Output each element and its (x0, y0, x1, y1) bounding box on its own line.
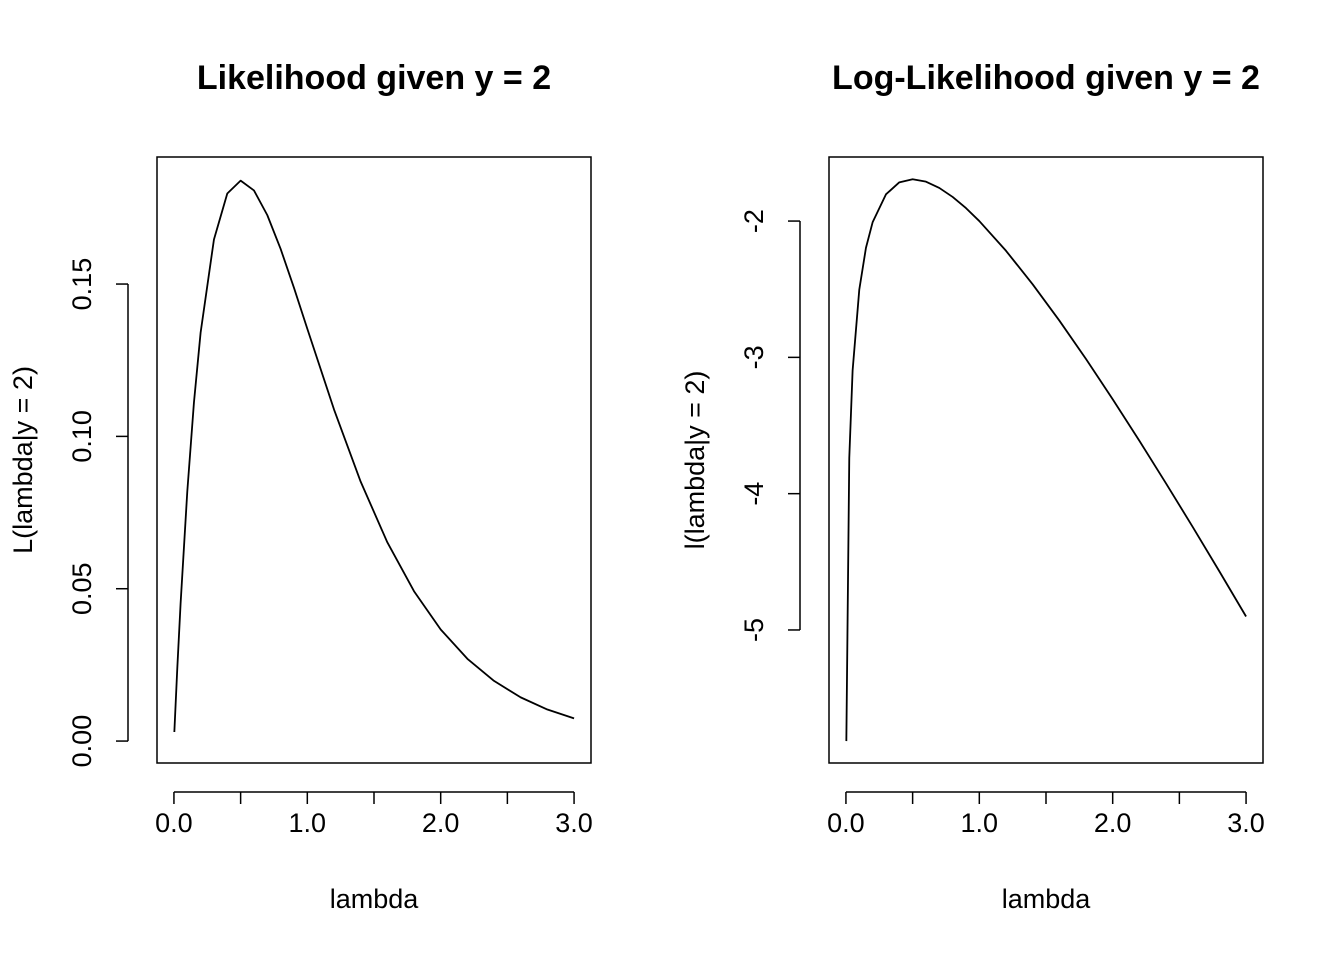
x-axis-label: lambda (330, 884, 420, 914)
plot: Likelihood given y = 2 lambda L(lambda|y =… (8, 59, 593, 914)
data-line (173, 179, 575, 733)
y-tick-label: 0.15 (67, 258, 97, 311)
y-tick-label: 0.00 (67, 715, 97, 768)
y-tick-label: -2 (739, 209, 769, 233)
x-tick-label: 0.0 (155, 808, 193, 838)
plot: Log-Likelihood given y = 2 lambda l(lambda… (680, 59, 1265, 914)
plot-frame (828, 156, 1264, 764)
y-axis-label: L(lambda|y = 2) (8, 366, 38, 554)
x-tick-label: 1.0 (961, 808, 999, 838)
y-tick-label: 0.05 (67, 562, 97, 615)
plot-title: Likelihood given y = 2 (197, 59, 551, 97)
y-tick-label: -3 (739, 345, 769, 369)
x-tick-label: 1.0 (289, 808, 327, 838)
y-axis-label: l(lambda|y = 2) (680, 371, 710, 550)
y-tick-label: 0.10 (67, 410, 97, 463)
x-tick-label: 2.0 (1094, 808, 1132, 838)
x-tick-label: 3.0 (555, 808, 593, 838)
y-tick-label: -5 (739, 618, 769, 642)
data-line (845, 178, 1247, 742)
plot-title: Log-Likelihood given y = 2 (832, 59, 1260, 97)
x-tick-label: 0.0 (827, 808, 865, 838)
x-axis-label: lambda (1002, 884, 1092, 914)
x-tick-label: 3.0 (1227, 808, 1265, 838)
x-tick-label: 2.0 (422, 808, 460, 838)
y-tick-label: -4 (739, 482, 769, 506)
plot-frame (156, 156, 592, 764)
